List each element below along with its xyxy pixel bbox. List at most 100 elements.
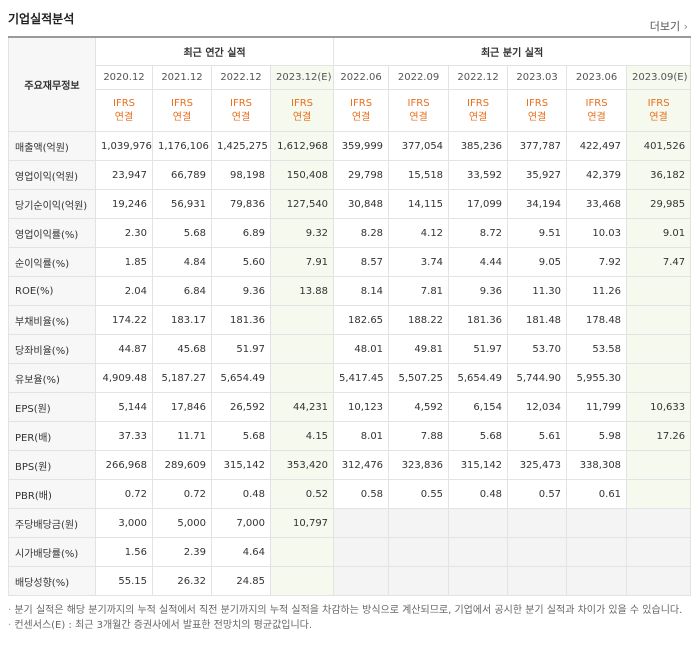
data-row: 부채비율(%) 174.22 183.17 181.36 182.65 188.22 181… [8,305,692,335]
standard: IFRS [171,97,193,109]
value-cell: 49.81 [388,334,450,364]
standard-header: IFRS 연결 [211,89,271,132]
value-cell: 6.89 [211,218,271,248]
value-cell [626,334,692,364]
value-cell: 24.85 [211,566,271,596]
period-header: 2023.12(E) [269,65,335,90]
value-cell: 182.65 [333,305,390,335]
value-cell: 33,468 [566,189,628,219]
value-cell: 17,846 [152,392,212,422]
value-cell [333,508,390,538]
value-cell: 183.17 [152,305,212,335]
note: 컨센서스(E) : 최근 3개월간 증권사에서 발표한 전망치의 평균값입니다. [8,618,688,633]
value-cell: 325,473 [507,450,568,480]
standard: IFRS [350,97,373,109]
standard: IFRS [407,97,430,109]
standard-header: IFRS 연결 [269,89,335,132]
value-cell: 377,787 [507,131,568,161]
row-label: ROE(%) [8,276,96,306]
data-row: 영업이익(억원) 23,947 66,789 98,198 150,408 29,798 1… [8,160,692,190]
data-row: 시가배당률(%) 1.56 2.39 4.64 [8,537,692,567]
standard-header: IFRS 연결 [566,89,628,132]
value-cell: 12,034 [507,392,568,422]
value-cell: 5.61 [507,421,568,451]
group-header: 최근 분기 실적 [333,36,692,66]
value-cell: 178.48 [566,305,628,335]
value-cell: 51.97 [211,334,271,364]
value-cell: 6,154 [448,392,509,422]
value-cell: 4,592 [388,392,450,422]
row-label: 매출액(억원) [8,131,96,161]
value-cell: 15,518 [388,160,450,190]
value-cell: 3.74 [388,247,450,277]
value-cell [626,479,692,509]
standard-header: IFRS 연결 [95,89,153,132]
value-cell: 9.36 [211,276,271,306]
group-header: 최근 연간 실적 [94,36,335,66]
value-cell [333,537,390,567]
basis: 연결 [114,111,134,123]
data-row: PER(배) 37.33 11.71 5.68 4.15 8.01 7.88 5.68 5.61… [8,421,692,451]
value-cell: 44,231 [269,392,335,422]
value-cell: 7.91 [269,247,335,277]
value-cell: 377,054 [388,131,450,161]
value-cell: 174.22 [95,305,153,335]
value-cell: 2.30 [95,218,153,248]
value-cell: 1,425,275 [211,131,271,161]
row-label: 영업이익률(%) [8,218,96,248]
value-cell: 44.87 [95,334,153,364]
data-row: 당기순이익(억원) 19,246 56,931 79,836 127,540 30,848… [8,189,692,219]
header-row: IFRS 연결 IFRS 연결 IFRS 연결 IFRS 연결 IFRS 연결 IFRS 연결 IFRS… [9,89,692,132]
value-cell: 17,099 [448,189,509,219]
value-cell: 315,142 [211,450,271,480]
value-cell: 36,182 [626,160,692,190]
value-cell: 5,000 [152,508,212,538]
basis: 연결 [409,111,428,123]
value-cell [269,334,335,364]
value-cell: 66,789 [152,160,212,190]
corner-cell: 주요재무정보 [8,36,96,132]
value-cell: 53.58 [566,334,628,364]
note: 분기 실적은 해당 분기까지의 누적 실적에서 직전 분기까지의 누적 실적을 … [8,603,688,618]
value-cell: 11.71 [152,421,212,451]
row-label: 부채비율(%) [8,305,96,335]
period-header: 2023.09(E) [626,65,692,90]
value-cell: 0.48 [211,479,271,509]
row-label: EPS(원) [8,392,96,422]
value-cell: 79,836 [211,189,271,219]
value-cell: 353,420 [269,450,335,480]
row-label: 영업이익(억원) [8,160,96,190]
value-cell: 14,115 [388,189,450,219]
value-cell: 9.32 [269,218,335,248]
value-cell: 19,246 [95,189,153,219]
row-label: 시가배당률(%) [8,537,96,567]
data-row: 주당배당금(원) 3,000 5,000 7,000 10,797 [8,508,692,538]
period-header: 2022.12 [211,65,271,90]
value-cell: 0.61 [566,479,628,509]
value-cell: 7.88 [388,421,450,451]
value-cell: 8.72 [448,218,509,248]
data-row: EPS(원) 5,144 17,846 26,592 44,231 10,123 4,592… [8,392,692,422]
value-cell: 181.36 [448,305,509,335]
value-cell [626,363,692,393]
row-label: 당기순이익(억원) [8,189,96,219]
row-label: 순이익률(%) [8,247,96,277]
value-cell [507,537,568,567]
value-cell: 45.68 [152,334,212,364]
value-cell: 6.84 [152,276,212,306]
more-link[interactable]: 더보기 [650,18,688,34]
data-row: 매출액(억원) 1,039,976 1,176,106 1,425,275 1,612,… [8,131,692,161]
value-cell [566,537,628,567]
value-cell: 385,236 [448,131,509,161]
value-cell: 7,000 [211,508,271,538]
value-cell: 5,744.90 [507,363,568,393]
section-title: 기업실적분석 [8,12,75,26]
value-cell [388,537,450,567]
value-cell: 1.56 [95,537,153,567]
value-cell: 5,507.25 [388,363,450,393]
value-cell: 5.60 [211,247,271,277]
value-cell: 4.15 [269,421,335,451]
standard-header: IFRS 연결 [388,89,450,132]
value-cell [448,537,509,567]
